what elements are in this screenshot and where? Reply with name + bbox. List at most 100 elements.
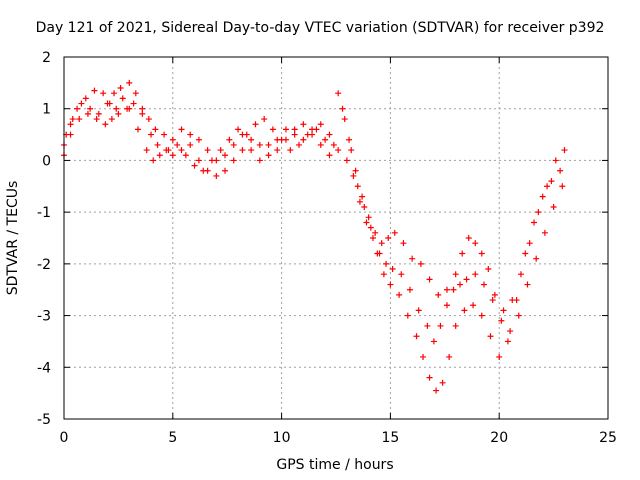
y-tick-label: 0 [42, 153, 51, 169]
data-point [380, 271, 387, 278]
data-point [515, 312, 522, 319]
series-track-1 [61, 79, 564, 394]
data-point [67, 121, 74, 128]
data-point [139, 110, 146, 117]
data-point [296, 141, 303, 148]
data-point [104, 100, 111, 107]
data-point [541, 229, 548, 236]
data-point [130, 100, 137, 107]
data-point [119, 95, 126, 102]
data-point [117, 85, 124, 92]
data-point [204, 147, 211, 154]
data-point [313, 126, 320, 133]
data-point [222, 152, 229, 159]
data-point [126, 105, 133, 112]
data-point [87, 105, 94, 112]
data-point [93, 116, 100, 123]
data-point [352, 167, 359, 174]
y-tick-label: 2 [42, 50, 51, 66]
data-point [150, 157, 157, 164]
data-point [430, 338, 437, 345]
data-point [208, 157, 215, 164]
data-point [108, 116, 115, 123]
data-point [424, 322, 431, 329]
data-point [317, 121, 324, 128]
data-point [433, 387, 440, 394]
data-point [300, 121, 307, 128]
y-tick-label: -3 [37, 309, 51, 325]
data-point [152, 126, 159, 133]
data-point [544, 183, 551, 190]
data-point [304, 131, 311, 138]
data-point [459, 250, 466, 257]
data-point [396, 291, 403, 298]
data-point [406, 286, 413, 293]
data-point [91, 87, 98, 94]
data-point [478, 250, 485, 257]
data-point [161, 131, 168, 138]
data-point [385, 235, 392, 241]
data-point [84, 110, 91, 117]
data-point [76, 116, 83, 123]
data-point [102, 121, 109, 128]
data-point [226, 136, 233, 143]
tick-labels: 0 5 10 15 20 25 -5 -4 -3 -2 -1 0 1 2 [37, 50, 617, 446]
data-point [426, 374, 433, 381]
data-point [409, 255, 416, 262]
data-point [169, 136, 176, 143]
data-point [539, 193, 546, 200]
y-tick-label: 1 [42, 102, 51, 118]
data-point [465, 235, 472, 241]
x-tick-label: 0 [60, 430, 69, 446]
data-point [485, 266, 492, 273]
data-point [522, 250, 529, 257]
data-point [504, 338, 511, 345]
data-point [557, 167, 564, 174]
data-point [148, 131, 155, 138]
data-point [322, 136, 329, 143]
data-point [265, 152, 272, 159]
axis-ticks [63, 56, 609, 420]
data-point [417, 260, 424, 267]
data-point [550, 203, 557, 210]
data-point [287, 147, 294, 154]
data-point [350, 172, 357, 179]
data-point [278, 136, 285, 143]
data-point [132, 90, 139, 97]
data-point [359, 193, 366, 200]
plot-frame [63, 56, 609, 420]
x-tick-label: 5 [168, 430, 177, 446]
data-point [317, 141, 324, 148]
data-point [195, 157, 202, 164]
data-point [548, 178, 555, 185]
data-point [533, 255, 540, 262]
data-point [248, 147, 255, 154]
data-point [256, 157, 263, 164]
data-point [134, 126, 141, 133]
data-point [389, 266, 396, 273]
data-point [354, 183, 361, 190]
data-point [326, 131, 333, 138]
data-point [82, 95, 89, 102]
data-point [222, 167, 229, 174]
x-tick-label: 15 [381, 430, 399, 446]
y-tick-label: -2 [37, 257, 51, 273]
data-point [348, 147, 355, 154]
data-point [139, 105, 146, 112]
data-point [156, 152, 163, 159]
data-point [383, 260, 390, 267]
data-point [472, 240, 479, 247]
data-point [404, 312, 411, 319]
data-point [376, 250, 383, 257]
data-point [552, 157, 559, 164]
data-point [335, 147, 342, 154]
data-point [239, 147, 246, 154]
data-point [435, 291, 442, 298]
series-track-2 [61, 100, 566, 345]
data-point [420, 353, 427, 360]
data-point [526, 240, 533, 247]
data-point [113, 105, 120, 112]
data-point [191, 162, 198, 169]
data-point [169, 152, 176, 159]
data-point [531, 219, 538, 226]
